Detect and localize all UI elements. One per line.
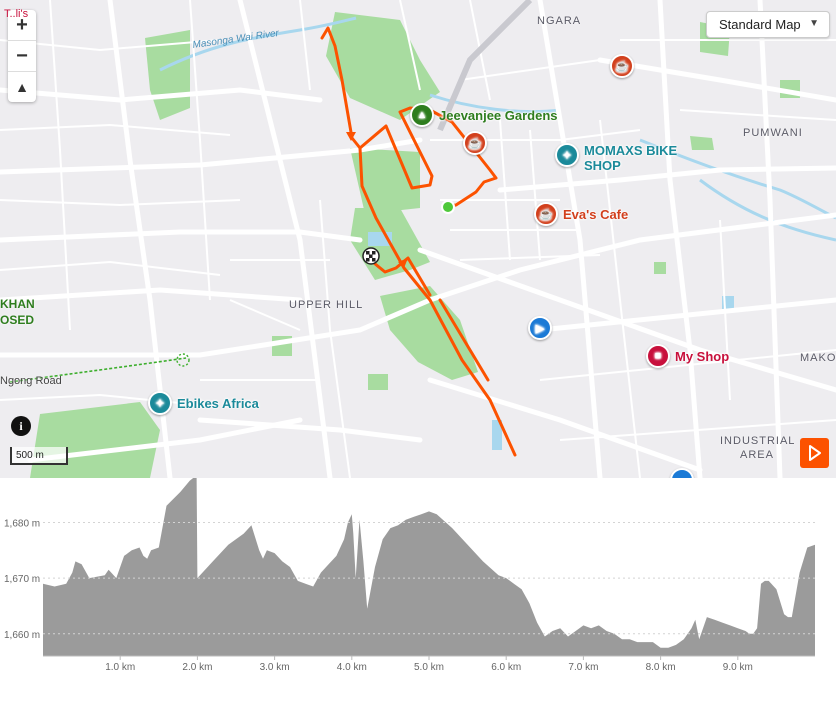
rivers <box>159 16 836 242</box>
place-upper-hill: UPPER HILL <box>289 299 364 311</box>
x-tick-label: 8.0 km <box>646 662 676 673</box>
x-tick-label: 4.0 km <box>337 662 367 673</box>
poi-label: My Shop <box>675 348 730 364</box>
poi-label: MOMAXS BIKE SHOP <box>584 143 678 173</box>
poi-label: Eva's Cafe <box>563 206 629 222</box>
route-arrows <box>346 132 408 268</box>
map-style-label: Standard Map <box>719 17 801 32</box>
place-industrial: INDUSTRIAL <box>720 435 796 447</box>
ngong-road-path <box>9 357 187 383</box>
poi-label: Jeevanjee Gardens <box>439 107 558 123</box>
poi-ebikes-africa[interactable]: ✦ Ebikes Africa <box>148 391 259 415</box>
route-map[interactable]: Masonga Wai River + − ▲ Standard Map ▼ T… <box>0 0 836 478</box>
route-start-marker[interactable] <box>441 200 455 214</box>
map-canvas[interactable]: Masonga Wai River <box>0 0 836 478</box>
zoom-control: + − ▲ <box>8 10 36 102</box>
poi-my-shop[interactable]: ■ My Shop <box>646 344 729 368</box>
x-tick-label: 6.0 km <box>491 662 521 673</box>
park-areas <box>30 12 800 478</box>
poi-momaxs-bike-shop[interactable]: ✦ MOMAXS BIKE SHOP <box>555 143 677 173</box>
tree-icon: ▲ <box>410 103 434 127</box>
edge-label-top-left: T..li's <box>4 8 29 20</box>
scale-bar: 500 m <box>10 447 68 465</box>
poi-bike-marker[interactable]: ▶ <box>528 316 552 340</box>
x-tick-label: 1.0 km <box>105 662 135 673</box>
poi-cafe-marker[interactable]: ☕ <box>463 131 487 155</box>
coffee-icon: ☕ <box>534 202 558 226</box>
poi-partial-marker[interactable] <box>670 468 694 478</box>
y-tick-label: 1,670 m <box>4 574 40 585</box>
poi-jeevanjee-gardens[interactable]: ▲ Jeevanjee Gardens <box>410 103 558 127</box>
x-tick-label: 2.0 km <box>182 662 212 673</box>
y-tick-label: 1,680 m <box>4 519 40 530</box>
place-ngara: NGARA <box>537 15 582 27</box>
zoom-in-button[interactable]: + <box>8 10 36 41</box>
minor-roads <box>0 0 836 478</box>
zoom-out-button[interactable]: − <box>8 41 36 72</box>
place-area: AREA <box>740 449 774 461</box>
marker-icon <box>670 468 694 478</box>
x-tick-label: 5.0 km <box>414 662 444 673</box>
compass-button[interactable]: ▲ <box>15 79 29 95</box>
x-tick-label: 9.0 km <box>723 662 753 673</box>
road-label-ngong: Ngong Road <box>0 375 62 387</box>
x-tick-label: 3.0 km <box>260 662 290 673</box>
x-tick-label: 7.0 km <box>568 662 598 673</box>
place-makongeni: MAKO <box>800 352 836 364</box>
boot-icon: ▶ <box>528 316 552 340</box>
play-flyby-button[interactable] <box>800 438 829 468</box>
elevation-profile[interactable]: 1,660 m 1,670 m 1,680 m 1.0 km 2.0 km 3.0 km 4… <box>0 475 836 717</box>
coffee-icon: ☕ <box>463 131 487 155</box>
edge-label-khan: KHAN <box>0 297 35 311</box>
chevron-down-icon: ▼ <box>809 18 819 29</box>
cart-icon: ■ <box>646 344 670 368</box>
poi-cafe-marker[interactable]: ☕ <box>610 54 634 78</box>
map-style-select[interactable]: Standard Map ▼ <box>706 11 830 38</box>
place-pumwani: PUMWANI <box>743 127 803 139</box>
coffee-icon: ☕ <box>610 54 634 78</box>
poi-label: Ebikes Africa <box>177 395 259 411</box>
major-roads <box>0 0 836 478</box>
elevation-chart[interactable]: 1,660 m 1,670 m 1,680 m 1.0 km 2.0 km 3.0 km 4… <box>0 475 836 717</box>
y-tick-label: 1,660 m <box>4 630 40 641</box>
highway <box>437 0 533 132</box>
edge-label-closed: OSED <box>0 313 35 327</box>
elevation-area <box>43 475 815 656</box>
path-end-marker <box>176 353 190 367</box>
info-button[interactable]: i <box>11 416 31 436</box>
river-label: Masonga Wai River <box>192 28 280 51</box>
wrench-icon: ✦ <box>148 391 172 415</box>
play-icon <box>808 445 821 461</box>
wrench-icon: ✦ <box>555 143 579 167</box>
route-finish-marker[interactable] <box>362 247 380 265</box>
poi-evas-cafe[interactable]: ☕ Eva's Cafe <box>534 202 628 226</box>
